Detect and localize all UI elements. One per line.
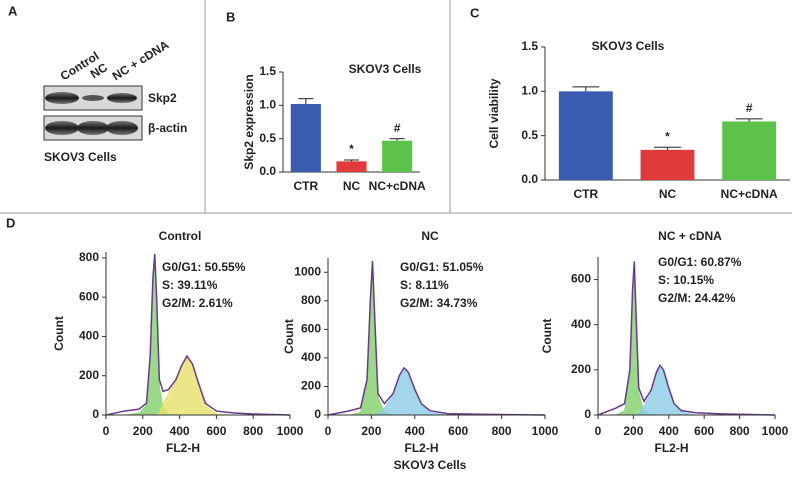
x-tick-label: 400 [405, 424, 425, 438]
x-tick-label: 600 [206, 424, 226, 438]
annotation: G2/M: 24.42% [658, 291, 736, 305]
chart-title: Control [159, 229, 202, 243]
y-axis-title: Count [282, 319, 296, 354]
y-tick-label: 600 [571, 272, 591, 286]
x-tick-label: 800 [492, 424, 512, 438]
bar [290, 104, 321, 172]
histogram-component [106, 357, 290, 416]
histogram-line [105, 253, 291, 416]
x-tick-label: 200 [361, 424, 381, 438]
chart-title: NC + cDNA [658, 229, 722, 243]
x-tick-label: 1000 [532, 424, 559, 438]
blot-caption: SKOV3 Cells [44, 150, 117, 164]
y-tick-label: 0.5 [521, 128, 538, 142]
x-tick-label: 0 [103, 424, 110, 438]
chart-title: SKOV3 Cells [592, 39, 665, 53]
bar [640, 149, 695, 180]
x-axis-title: FL2-H [655, 441, 689, 455]
histogram-line [597, 261, 776, 416]
x-tick-label: 1000 [762, 424, 789, 438]
y-tick-label: 1.0 [259, 98, 276, 112]
y-tick-label: 0 [314, 407, 321, 421]
x-axis-title: FL2-H [166, 441, 200, 455]
bar [382, 140, 413, 172]
chart-title: NC [421, 229, 439, 243]
y-tick-label: 0 [584, 407, 591, 421]
panel-label: D [6, 215, 15, 230]
histogram-component [598, 367, 775, 416]
bar [722, 121, 777, 180]
x-tick-label: 200 [133, 424, 153, 438]
y-tick-label: 400 [301, 350, 321, 364]
annotation: G0/G1: 51.05% [400, 260, 484, 274]
x-tick-label: 400 [170, 424, 190, 438]
x-tick-label: NC+cDNA [721, 187, 778, 201]
x-tick-label: CTR [293, 179, 318, 193]
y-tick-label: 0.0 [521, 172, 538, 186]
y-tick-label: 200 [301, 379, 321, 393]
figure-caption: SKOV3 Cells [394, 458, 467, 472]
annotation: S: 39.11% [162, 278, 218, 292]
annotation: G2/M: 2.61% [162, 296, 233, 310]
panel-label: B [226, 9, 235, 24]
x-tick-label: NC+cDNA [369, 179, 426, 193]
x-tick-label: NC [659, 187, 677, 201]
bar [336, 161, 367, 172]
significance-mark: * [349, 142, 354, 156]
histogram-line [327, 260, 546, 416]
bar [558, 91, 613, 180]
annotation: G2/M: 34.73% [400, 296, 478, 310]
panel-label: A [8, 3, 18, 18]
y-axis-title: Skp2 expression [242, 74, 256, 169]
western-blot: Control NC NC + cDNA Skp2 β-actin SKOV3 … [43, 37, 187, 164]
y-tick-label: 400 [571, 317, 591, 331]
x-axis-title: FL2-H [405, 441, 439, 455]
y-tick-label: 1.0 [521, 84, 538, 98]
y-tick-label: 1.5 [259, 64, 276, 78]
significance-mark: # [394, 121, 401, 135]
annotation: S: 8.11% [400, 278, 449, 292]
x-tick-label: NC [343, 179, 361, 193]
x-tick-label: 800 [243, 424, 263, 438]
x-tick-label: 0 [595, 424, 602, 438]
y-tick-label: 800 [79, 250, 99, 264]
y-tick-label: 1.5 [521, 39, 538, 53]
significance-mark: * [665, 129, 670, 143]
lane-label: NC + cDNA [110, 37, 172, 83]
significance-mark: # [746, 101, 753, 115]
band-label: β-actin [148, 121, 187, 135]
y-axis-title: Count [540, 319, 554, 354]
y-tick-label: 1000 [294, 264, 321, 278]
dividers [0, 0, 792, 214]
y-tick-label: 600 [301, 322, 321, 336]
y-tick-label: 200 [571, 362, 591, 376]
annotation: S: 10.15% [658, 273, 714, 287]
chart-title: SKOV3 Cells [349, 62, 422, 76]
y-tick-label: 0.5 [259, 131, 276, 145]
x-tick-label: CTR [573, 187, 598, 201]
y-tick-label: 800 [301, 293, 321, 307]
panel-label: C [470, 5, 480, 20]
band-label: Skp2 [148, 91, 177, 105]
x-tick-label: 1000 [277, 424, 304, 438]
y-tick-label: 200 [79, 368, 99, 382]
x-tick-label: 600 [694, 424, 714, 438]
y-axis-title: Count [52, 316, 66, 351]
y-axis-title: Cell viability [487, 78, 501, 148]
x-tick-label: 400 [659, 424, 679, 438]
y-tick-label: 600 [79, 289, 99, 303]
annotation: G0/G1: 60.87% [658, 255, 742, 269]
annotation: G0/G1: 50.55% [162, 260, 246, 274]
y-tick-label: 400 [79, 329, 99, 343]
x-tick-label: 0 [325, 424, 332, 438]
x-tick-label: 600 [448, 424, 468, 438]
y-tick-label: 0 [92, 407, 99, 421]
x-tick-label: 800 [730, 424, 750, 438]
y-tick-label: 0.0 [259, 164, 276, 178]
x-tick-label: 200 [623, 424, 643, 438]
